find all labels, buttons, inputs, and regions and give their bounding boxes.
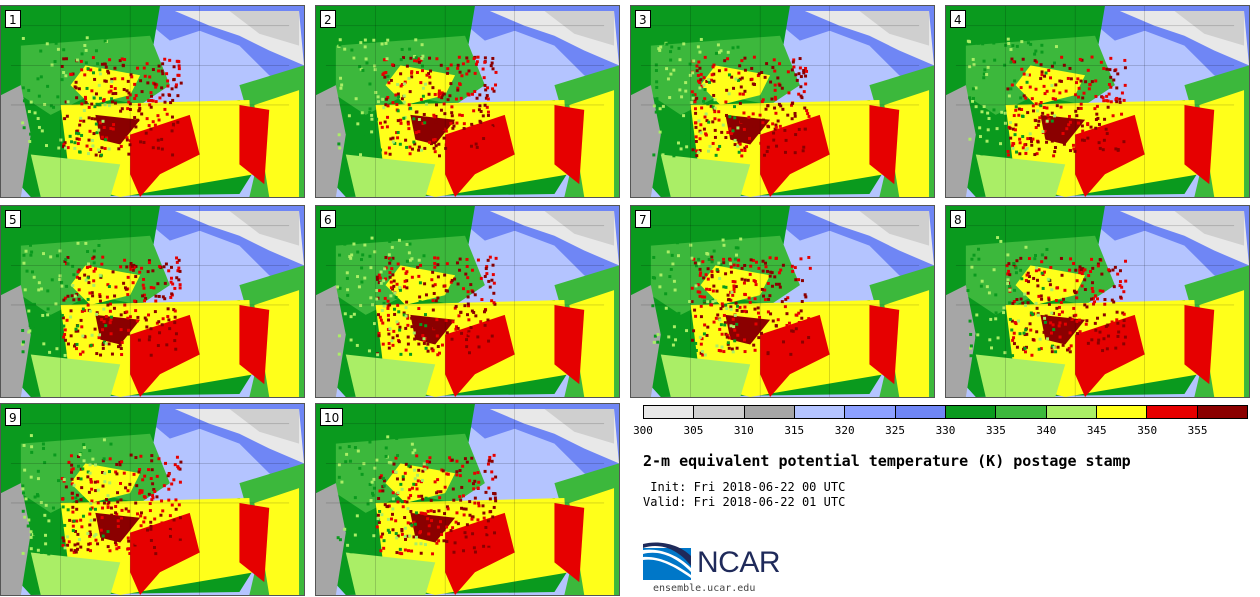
- postage-stamp-member: 6: [315, 205, 620, 398]
- colorbar-segment: [1096, 406, 1148, 418]
- colorbar-segment: [694, 406, 745, 418]
- member-number: 8: [950, 210, 966, 228]
- member-number: 2: [320, 10, 336, 28]
- colorbar-tick-label: 300: [633, 424, 653, 437]
- colorbar-tick-label: 345: [1086, 424, 1107, 437]
- postage-stamp-member: 9: [0, 403, 305, 596]
- colorbar-segment: [845, 406, 896, 418]
- colorbar-segment: [945, 406, 997, 418]
- colorbar-segment: [1197, 406, 1247, 418]
- postage-stamp-member: 8: [945, 205, 1250, 398]
- colorbar-segment: [744, 406, 795, 418]
- colorbar-segment: [1147, 406, 1198, 418]
- colorbar-segment: [1046, 406, 1097, 418]
- colorbar-segment: [895, 406, 946, 418]
- colorbar-segment: [794, 406, 846, 418]
- member-number: 7: [635, 210, 651, 228]
- plot-title: 2-m equivalent potential temperature (K)…: [643, 452, 1131, 470]
- postage-stamp-member: 10: [315, 403, 620, 596]
- member-number: 6: [320, 210, 336, 228]
- site-url: ensemble.ucar.edu: [653, 583, 756, 594]
- init-time: Init: Fri 2018-06-22 00 UTC: [643, 480, 846, 494]
- member-number: 5: [5, 210, 21, 228]
- colorbar-segment: [644, 406, 695, 418]
- colorbar-tick-label: 350: [1137, 424, 1158, 437]
- colorbar: [643, 405, 1248, 419]
- postage-stamp-member: 7: [630, 205, 935, 398]
- colorbar-tick-label: 320: [834, 424, 855, 437]
- postage-stamp-member: 1: [0, 5, 305, 198]
- colorbar-tick-label: 315: [784, 424, 805, 437]
- colorbar-tick-label: 305: [683, 424, 704, 437]
- colorbar-tick-label: 335: [985, 424, 1006, 437]
- valid-time: Valid: Fri 2018-06-22 01 UTC: [643, 495, 846, 509]
- member-number: 4: [950, 10, 966, 28]
- colorbar-tick-label: 310: [733, 424, 754, 437]
- member-number: 9: [5, 408, 21, 426]
- member-number: 1: [5, 10, 21, 28]
- ncar-logo-icon: [643, 542, 691, 580]
- postage-stamp-member: 5: [0, 205, 305, 398]
- postage-stamp-member: 2: [315, 5, 620, 198]
- colorbar-segment: [996, 406, 1047, 418]
- colorbar-tick-label: 325: [885, 424, 906, 437]
- member-number: 10: [320, 408, 344, 426]
- postage-stamp-member: 4: [945, 5, 1250, 198]
- postage-stamp-member: 3: [630, 5, 935, 198]
- colorbar-tick-label: 340: [1036, 424, 1057, 437]
- colorbar-labels: 300 305 310 315 320 325 330 335 340 345 350 355: [633, 424, 1248, 440]
- ncar-logo-text: NCAR: [697, 546, 781, 579]
- member-number: 3: [635, 10, 651, 28]
- colorbar-tick-label: 355: [1187, 424, 1208, 437]
- colorbar-tick-label: 330: [935, 424, 956, 437]
